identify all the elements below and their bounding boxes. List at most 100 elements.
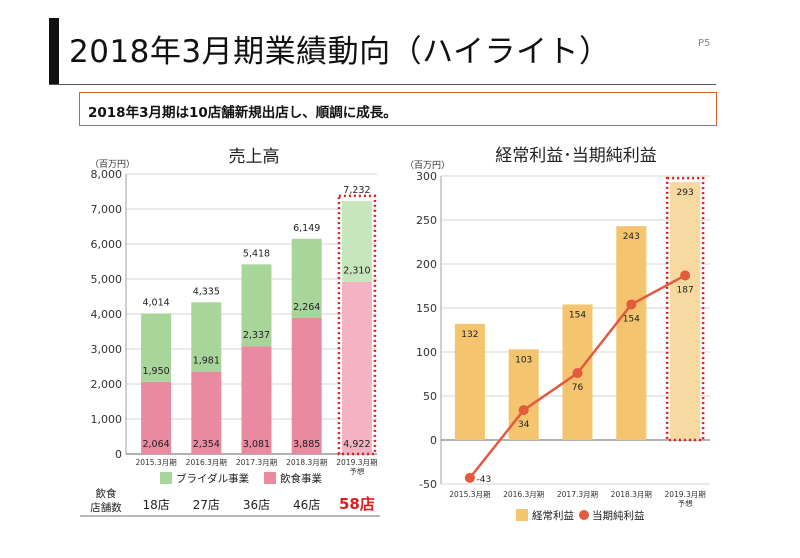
title-accent-bar [49, 18, 59, 84]
left-y-tick-label: 1,000 [91, 413, 123, 426]
left-bar-food [241, 346, 272, 454]
left-bar-food [291, 318, 322, 454]
right-x-tick-label: 2017.3月期 [557, 490, 598, 499]
right-label-ordinary: 293 [677, 188, 694, 198]
left-label-total: 5,418 [243, 248, 270, 259]
left-forecast-note: 予想 [349, 466, 364, 476]
right-forecast-frame [665, 176, 705, 442]
right-legend-label-ordinary: 経常利益 [532, 509, 574, 522]
store-count: 58店 [339, 495, 375, 513]
right-forecast-note: 予想 [678, 498, 693, 508]
right-unit-label: （百万円） [405, 160, 450, 171]
right-label-ordinary: 103 [515, 355, 532, 365]
left-y-tick-label: 0 [115, 448, 122, 461]
left-x-tick-label: 2015.3月期 [135, 458, 176, 467]
left-bar-wedding [141, 313, 172, 382]
right-point-net [464, 472, 475, 483]
page-number: P5 [698, 38, 711, 49]
right-label-ordinary: 132 [461, 330, 478, 340]
right-x-tick-label: 2015.3月期 [449, 490, 490, 499]
left-label-wedding: 2,310 [343, 266, 370, 277]
right-x-tick-label: 2018.3月期 [611, 490, 652, 499]
left-bar-wedding [191, 302, 222, 372]
left-label-total: 4,014 [142, 298, 169, 309]
left-chart-title: 売上高 [229, 147, 280, 167]
left-label-food: 2,064 [142, 439, 169, 450]
right-bar-ordinary [508, 349, 539, 440]
left-label-food: 2,354 [193, 439, 220, 450]
left-label-food: 3,081 [243, 439, 270, 450]
left-bar-food [341, 281, 372, 454]
left-bar-wedding [341, 200, 372, 282]
left-bar-wedding [241, 264, 272, 347]
left-legend-label-food: 飲食事業 [280, 472, 322, 485]
title-divider [49, 84, 716, 85]
right-label-net: 34 [518, 420, 530, 430]
right-x-tick-label: 2016.3月期 [503, 490, 544, 499]
left-x-tick-label: 2019.3月期 [336, 458, 377, 467]
right-label-net: -43 [477, 475, 492, 485]
right-y-tick-label: 0 [430, 434, 437, 447]
summary-box: 2018年3月期は10店舗新規出店し、順調に成長。 [79, 92, 717, 126]
summary-text: 2018年3月期は10店舗新規出店し、順調に成長。 [88, 105, 397, 121]
left-y-tick-label: 7,000 [91, 203, 123, 216]
page-title: 2018年3月期業績動向（ハイライト） [69, 34, 611, 70]
right-x-tick-label: 2019.3月期 [664, 490, 705, 499]
right-legend-swatch-ordinary [516, 509, 528, 521]
right-y-tick-label: -50 [419, 478, 437, 491]
left-y-tick-label: 3,000 [91, 343, 123, 356]
left-label-wedding: 2,337 [243, 330, 270, 341]
right-label-ordinary: 154 [569, 310, 586, 320]
left-legend-label-wedding: ブライダル事業 [176, 472, 250, 485]
store-count: 46店 [293, 498, 320, 512]
left-bar-wedding [291, 238, 322, 319]
left-legend-swatch-food [264, 472, 276, 484]
right-label-net: 154 [623, 314, 640, 324]
store-table-label: 店舗数 [90, 501, 122, 514]
right-point-net [626, 299, 637, 310]
left-label-food: 3,885 [293, 439, 320, 450]
right-y-tick-label: 100 [416, 346, 437, 359]
left-y-tick-label: 8,000 [91, 168, 123, 181]
right-label-net: 187 [677, 285, 694, 295]
right-legend-label-net: 当期純利益 [592, 509, 645, 522]
left-bar-food [141, 381, 172, 454]
right-label-ordinary: 243 [623, 232, 640, 242]
left-y-tick-label: 6,000 [91, 238, 123, 251]
right-y-tick-label: 50 [423, 390, 437, 403]
left-forecast-frame [337, 194, 377, 456]
right-bar-ordinary [616, 226, 647, 440]
right-label-net: 76 [572, 383, 584, 393]
left-label-total: 7,232 [343, 185, 370, 196]
right-y-tick-label: 250 [416, 214, 437, 227]
left-x-tick-label: 2017.3月期 [236, 458, 277, 467]
left-y-tick-label: 5,000 [91, 273, 123, 286]
left-y-tick-label: 4,000 [91, 308, 123, 321]
store-count: 27店 [193, 498, 220, 512]
left-label-food: 4,922 [343, 439, 370, 450]
right-bar-ordinary [670, 182, 701, 440]
left-label-total: 4,335 [193, 286, 220, 297]
left-label-wedding: 2,264 [293, 302, 320, 313]
right-point-net [518, 405, 529, 416]
left-legend-swatch-wedding [160, 472, 172, 484]
right-bar-ordinary [454, 323, 485, 440]
left-x-tick-label: 2016.3月期 [186, 458, 227, 467]
right-y-tick-label: 200 [416, 258, 437, 271]
right-y-tick-label: 300 [416, 170, 437, 183]
store-count: 18店 [142, 498, 169, 512]
right-point-net [572, 368, 583, 379]
left-label-total: 6,149 [293, 223, 320, 234]
left-x-tick-label: 2018.3月期 [286, 458, 327, 467]
store-count: 36店 [243, 498, 270, 512]
left-bar-food [191, 371, 222, 454]
right-y-tick-label: 150 [416, 302, 437, 315]
left-y-tick-label: 2,000 [91, 378, 123, 391]
right-point-net [680, 270, 691, 281]
store-table-label: 飲食 [96, 487, 117, 500]
left-label-wedding: 1,981 [193, 356, 220, 367]
right-chart-title: 経常利益･当期純利益 [495, 146, 657, 166]
left-unit-label: （百万円） [90, 159, 135, 170]
right-legend-swatch-net [579, 510, 589, 520]
